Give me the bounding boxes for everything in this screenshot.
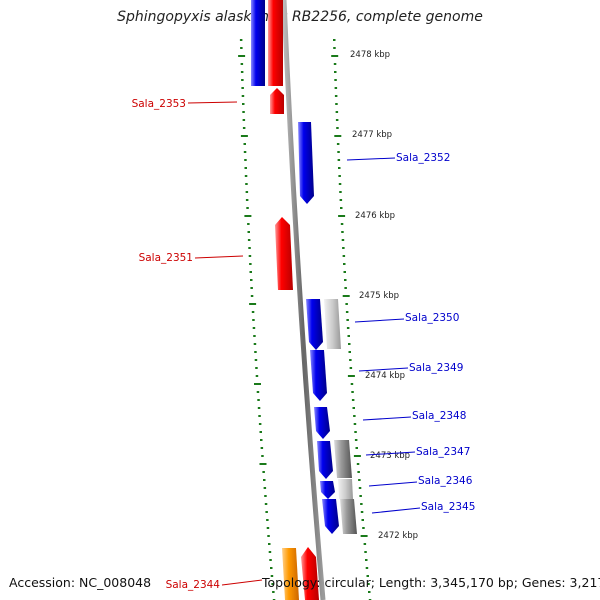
gene-label-sala-2351[interactable]: Sala_2351 [139,252,193,264]
scale-label: 2475 kbp [359,291,399,301]
gene-arrow[interactable] [268,0,283,86]
scale-labels: 2478 kbp 2477 kbp 2476 kbp 2475 kbp 2474… [350,50,418,541]
gene-arrow[interactable] [314,407,330,439]
gene-label-sala-2348[interactable]: Sala_2348 [412,410,466,422]
gene-arrow[interactable] [275,217,293,290]
gene-arrow[interactable] [282,548,299,600]
scale-label: 2474 kbp [365,371,405,381]
genome-backbone [281,0,326,600]
scale-label: 2473 kbp [370,451,410,461]
gene-label-sala-2346[interactable]: Sala_2346 [418,475,473,487]
gene-arrow[interactable] [301,547,319,600]
gray-feature[interactable] [334,440,352,478]
gene-label-sala-2350[interactable]: Sala_2350 [405,312,459,324]
genome-title: Sphingopyxis alaskensis RB2256, complete… [117,9,483,25]
gene-label-sala-2344[interactable]: Sala_2344 [166,579,221,591]
scale-label: 2477 kbp [352,130,392,140]
gene-arrow[interactable] [320,481,335,499]
accession-text: Accession: NC_008048 [9,575,152,590]
gene-arrow[interactable] [298,122,314,204]
gene-label-sala-2345[interactable]: Sala_2345 [421,501,475,513]
gene-arrow[interactable] [306,299,323,350]
reverse-strand-features [298,122,357,534]
forward-strand-features [251,0,319,600]
gene-arrow[interactable] [251,0,265,86]
outer-tick-marks [331,39,372,600]
gray-feature[interactable] [324,299,341,349]
gene-label-sala-2347[interactable]: Sala_2347 [416,446,470,458]
gene-label-sala-2353[interactable]: Sala_2353 [132,98,186,110]
gray-feature[interactable] [340,499,357,534]
gene-arrow[interactable] [317,441,333,479]
gene-label-sala-2349[interactable]: Sala_2349 [409,362,463,374]
gene-labels: Sala_2353 Sala_2352 Sala_2351 Sala_2350 … [132,98,476,591]
gene-arrow[interactable] [270,88,284,114]
scale-label: 2478 kbp [350,50,390,60]
gene-arrow[interactable] [322,499,339,534]
inner-tick-marks [238,39,276,600]
topology-text: Topology: circular; Length: 3,345,170 bp… [262,575,600,590]
gray-feature[interactable] [338,479,353,499]
scale-label: 2476 kbp [355,211,395,221]
gene-arrow[interactable] [310,350,327,401]
gene-label-sala-2352[interactable]: Sala_2352 [396,152,450,164]
scale-label: 2472 kbp [378,531,418,541]
